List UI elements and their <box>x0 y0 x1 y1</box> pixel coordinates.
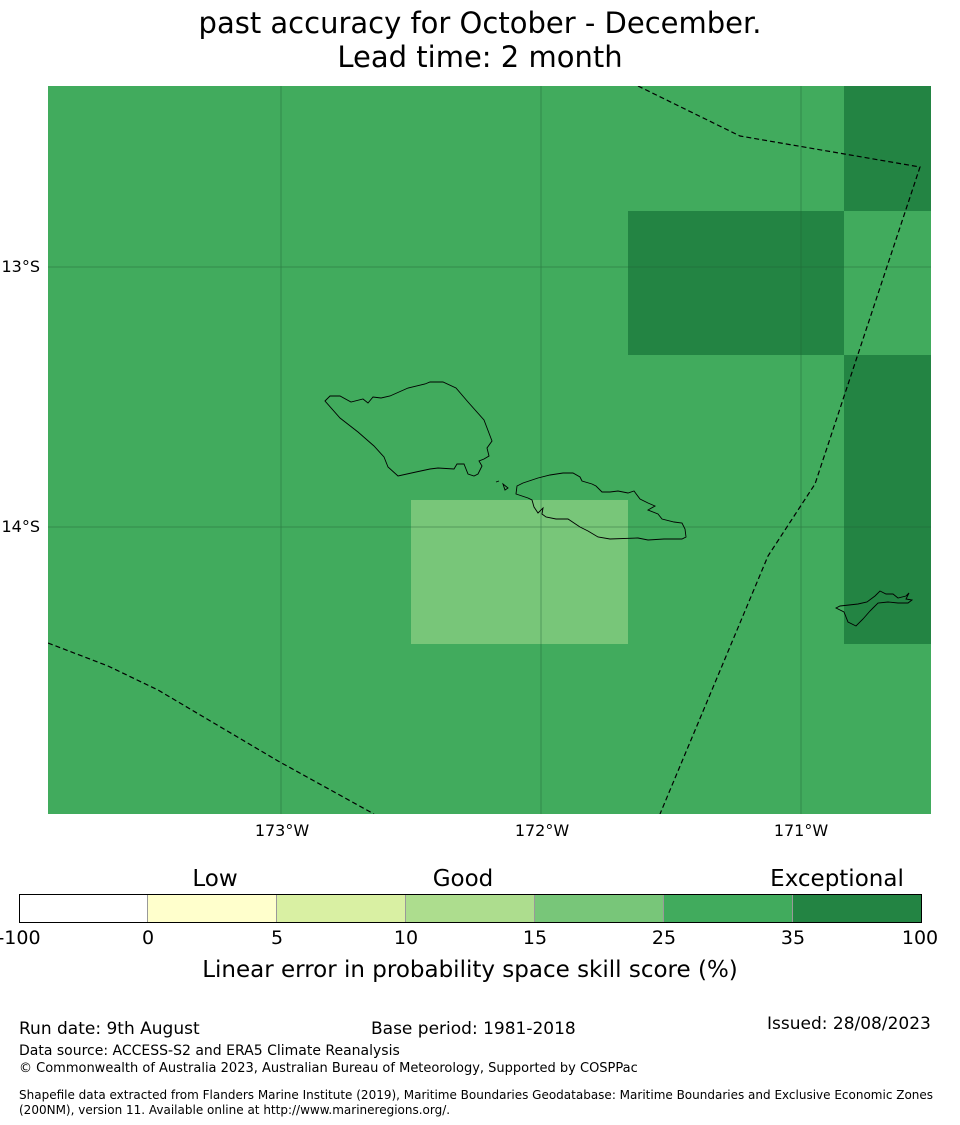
upolu-island <box>515 472 687 541</box>
lon-label-172w: 172°W <box>514 821 570 840</box>
run-date: Run date: 9th August <box>19 1019 200 1039</box>
legend-category-good: Good <box>432 866 494 892</box>
base-period: Base period: 1981-2018 <box>371 1019 576 1039</box>
eez-boundary-north <box>637 86 921 814</box>
colorbar-tick: -100 <box>0 927 41 949</box>
savaii-island <box>324 381 493 477</box>
colorbar-segment <box>793 894 922 923</box>
shapefile-credit-line1: Shapefile data extracted from Flanders M… <box>19 1088 934 1102</box>
copyright-notice: © Commonwealth of Australia 2023, Austra… <box>19 1061 638 1076</box>
eez-boundary-southwest <box>48 642 375 814</box>
grid-cell-exceptional <box>628 211 844 355</box>
shapefile-credit-line2: (200NM), version 11. Available online at… <box>19 1103 451 1117</box>
colorbar-tick: 10 <box>393 927 419 949</box>
colorbar-segment <box>148 894 277 923</box>
grid-cell-good <box>411 500 628 644</box>
colorbar-segment <box>406 894 535 923</box>
lat-label-14s: 14°S <box>1 517 40 536</box>
colorbar-segment <box>535 894 664 923</box>
grid-cell-exceptional <box>844 86 931 211</box>
lon-label-171w: 171°W <box>773 821 829 840</box>
colorbar-tick: 35 <box>780 927 806 949</box>
colorbar-tick: 25 <box>651 927 677 949</box>
colorbar-tick: 100 <box>901 927 939 949</box>
colorbar-segment <box>19 894 148 923</box>
map-background <box>48 86 931 814</box>
colorbar-segment <box>277 894 406 923</box>
colorbar-label: Linear error in probability space skill … <box>202 957 738 983</box>
skill-score-map <box>48 86 931 814</box>
islet <box>495 480 500 483</box>
graticule <box>48 86 931 814</box>
colorbar-tick: 0 <box>141 927 155 949</box>
coastlines <box>324 381 914 627</box>
colorbar-tick: 5 <box>270 927 284 949</box>
grid-cell-exceptional <box>844 355 931 644</box>
map-title-line2: Lead time: 2 month <box>337 40 623 74</box>
colorbar-tick: 15 <box>522 927 548 949</box>
lat-label-13s: 13°S <box>1 257 40 276</box>
colorbar-segment <box>664 894 793 923</box>
legend-category-exceptional: Exceptional <box>770 866 904 892</box>
issued-date: Issued: 28/08/2023 <box>767 1014 931 1034</box>
data-source: Data source: ACCESS-S2 and ERA5 Climate … <box>19 1043 400 1059</box>
legend-category-low: Low <box>192 866 238 892</box>
map-canvas <box>48 86 931 814</box>
tutuila-island <box>834 590 914 627</box>
colorbar-frame <box>19 894 922 923</box>
maritime-boundaries <box>48 86 921 814</box>
islet <box>502 482 509 491</box>
map-title-line1: past accuracy for October - December. <box>198 6 762 40</box>
lon-label-173w: 173°W <box>254 821 310 840</box>
